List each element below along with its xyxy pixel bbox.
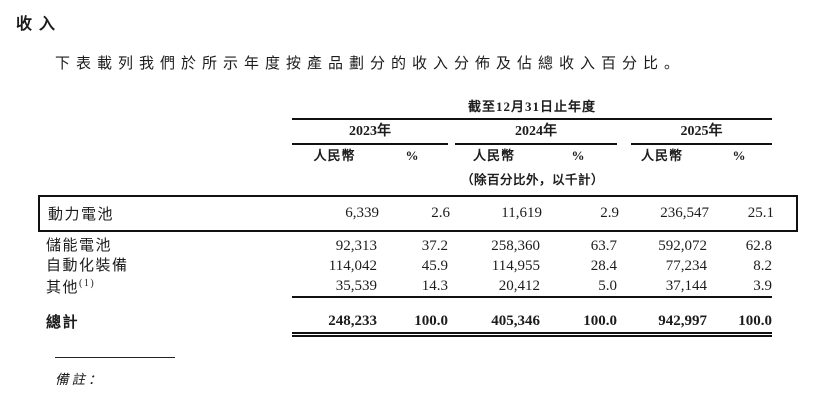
table-column-header-row: 人民幣 % 人民幣 % 人民幣 % xyxy=(38,148,798,163)
cell-2025-pct: 8.2 xyxy=(753,258,772,274)
cell-2023-pct: 2.6 xyxy=(431,205,450,221)
column-header-currency-2023: 人民幣 xyxy=(313,148,356,163)
cell-2024-pct: 2.9 xyxy=(600,205,619,221)
cell-2023-pct: 37.2 xyxy=(421,238,448,254)
table-row-automation-equipment: 自動化裝備 114,042 45.9 114,955 28.4 77,234 8… xyxy=(38,256,798,276)
cell-2024-rmb: 11,619 xyxy=(501,205,542,221)
cell-2025-rmb: 77,234 xyxy=(665,258,707,274)
table-period-header-row: 截至12月31日止年度 xyxy=(38,99,798,120)
total-2023-rmb: 248,233 xyxy=(292,310,377,337)
column-header-percent-2023: % xyxy=(405,148,420,163)
cell-2023-rmb: 35,539 xyxy=(292,276,377,298)
table-row-others: 其他(1) 35,539 14.3 20,412 5.0 37,144 3.9 xyxy=(38,276,798,298)
year-header-2023: 2023年 xyxy=(292,124,448,145)
table-row-power-battery-highlighted: 動力電池 6,339 2.6 11,619 2.9 236,547 25.1 xyxy=(38,195,798,232)
table-row-total: 總計 248,233 100.0 405,346 100.0 942,997 1… xyxy=(38,310,798,337)
row-label: 動力電池 xyxy=(48,207,115,223)
period-header: 截至12月31日止年度 xyxy=(292,99,772,120)
year-header-2024: 2024年 xyxy=(455,124,617,145)
cell-2024-rmb: 258,360 xyxy=(491,238,540,254)
cell-2024-rmb: 114,955 xyxy=(491,258,540,274)
cell-2024-pct: 28.4 xyxy=(590,258,617,274)
intro-paragraph: 下表載列我們於所示年度按產品劃分的收入分佈及佔總收入百分比。 xyxy=(55,56,686,72)
footnote-superscript: (1) xyxy=(79,278,96,289)
cell-2025-rmb: 37,144 xyxy=(617,276,707,298)
table-year-header-row: 2023年 2024年 2025年 xyxy=(38,124,798,145)
column-header-percent-2025: % xyxy=(732,148,747,163)
column-header-percent-2024: % xyxy=(571,148,586,163)
unit-note: （除百分比外，以千計） xyxy=(460,173,604,187)
table-unit-note-row: （除百分比外，以千計） xyxy=(38,173,798,188)
revenue-table: 截至12月31日止年度 2023年 2024年 2025年 人民幣 % 人民幣 … xyxy=(38,96,798,356)
total-2025-rmb: 942,997 xyxy=(617,310,707,337)
page-title: 收入 xyxy=(16,16,63,33)
year-header-2025: 2025年 xyxy=(631,124,772,145)
cell-2025-rmb: 236,547 xyxy=(660,205,709,221)
cell-2025-pct: 25.1 xyxy=(747,205,774,221)
cell-2024-pct: 5.0 xyxy=(540,276,617,298)
cell-2024-rmb: 20,412 xyxy=(448,276,540,298)
cell-2025-rmb: 592,072 xyxy=(658,238,707,254)
cell-2023-rmb: 92,313 xyxy=(335,238,377,254)
notes-label: 備註： xyxy=(55,372,105,387)
column-header-currency-2024: 人民幣 xyxy=(472,148,515,163)
footnote-divider xyxy=(55,357,175,358)
cell-2024-pct: 63.7 xyxy=(590,238,617,254)
column-header-currency-2025: 人民幣 xyxy=(640,148,683,163)
cell-2023-pct: 14.3 xyxy=(377,276,448,298)
row-label: 自動化裝備 xyxy=(46,258,129,274)
cell-2023-pct: 45.9 xyxy=(421,258,448,274)
cell-2025-pct: 62.8 xyxy=(745,238,772,254)
total-2024-rmb: 405,346 xyxy=(448,310,540,337)
cell-2023-rmb: 6,339 xyxy=(345,205,379,221)
cell-2025-pct: 3.9 xyxy=(707,276,772,298)
cell-2023-rmb: 114,042 xyxy=(328,258,377,274)
row-label: 儲能電池 xyxy=(46,238,113,254)
total-2023-pct: 100.0 xyxy=(377,310,448,337)
total-label: 總計 xyxy=(46,315,80,331)
table-row-energy-storage: 儲能電池 92,313 37.2 258,360 63.7 592,072 62… xyxy=(38,236,798,256)
row-label: 其他(1) xyxy=(46,278,96,297)
total-2024-pct: 100.0 xyxy=(540,310,617,337)
total-2025-pct: 100.0 xyxy=(707,310,772,337)
